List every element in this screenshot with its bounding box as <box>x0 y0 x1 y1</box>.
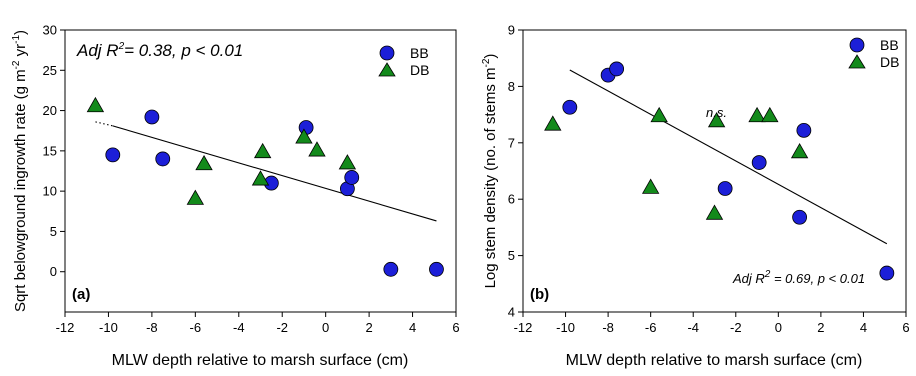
y-tick-label: 5 <box>508 248 515 263</box>
point-db <box>650 106 668 123</box>
fit-line-solid <box>569 69 888 245</box>
x-tick-label: -6 <box>645 320 657 335</box>
fit-line-solid <box>112 125 437 222</box>
data-points-a <box>86 96 444 277</box>
point-bb <box>105 147 121 163</box>
x-tick-label: 2 <box>365 320 372 335</box>
x-tick-label: -2 <box>276 320 288 335</box>
x-tick-label: -4 <box>233 320 245 335</box>
y-axis-label-a: Sqrt belowground ingrowth rate (g m-2 yr… <box>11 30 29 312</box>
point-bb <box>562 99 578 115</box>
fit-line-a <box>95 121 437 222</box>
point-bb <box>751 155 767 170</box>
y-tick-label: 9 <box>508 23 515 38</box>
point-db <box>761 106 779 123</box>
y-tick-label: 15 <box>43 143 57 158</box>
point-db <box>790 143 809 159</box>
point-db <box>707 111 726 128</box>
x-tick-label: -8 <box>146 320 158 335</box>
point-bb <box>792 209 808 225</box>
x-tick-label: -6 <box>190 320 202 335</box>
legend-label-db-b: DB <box>880 54 899 70</box>
x-tick-label: -2 <box>730 320 742 335</box>
y-tick-label: 0 <box>50 264 57 279</box>
point-db <box>641 178 660 194</box>
point-bb <box>796 122 812 138</box>
y-tick-label: 10 <box>43 184 57 199</box>
legend-marker-bb-b <box>849 37 865 53</box>
point-db <box>308 141 326 157</box>
panel-label-a: (a) <box>72 286 90 303</box>
point-db <box>705 204 724 220</box>
y-tick-label: 8 <box>508 79 515 94</box>
point-db <box>186 189 205 205</box>
y-axis-ticks-b: 4 5 6 7 8 9 <box>508 23 523 320</box>
y-tick-label: 4 <box>508 305 515 320</box>
x-axis-ticks-b: -12 -10 -8 -6 -4 -2 0 2 4 6 <box>514 312 910 335</box>
fit-annotation-a: Adj R2= 0.38, p < 0.01 <box>76 41 243 60</box>
legend-b: BB DB <box>848 37 899 70</box>
plot-area-b <box>522 29 907 313</box>
legend-marker-db-b <box>848 54 866 69</box>
panel-b: -12 -10 -8 -6 -4 -2 0 2 4 6 4 5 6 7 8 9 (b) Adj R2 = 0… <box>481 23 910 370</box>
x-tick-label: 6 <box>902 320 909 335</box>
point-bb <box>383 261 399 277</box>
fit-annotation-b: Adj R2 = 0.69, p < 0.01 <box>732 269 865 286</box>
x-tick-label: 6 <box>452 320 459 335</box>
point-db <box>195 154 213 171</box>
x-tick-label: -10 <box>99 320 118 335</box>
point-db <box>295 128 313 144</box>
x-tick-label: 2 <box>817 320 824 335</box>
y-tick-label: 25 <box>43 63 57 78</box>
point-bb <box>429 261 444 277</box>
legend-marker-db-a <box>378 62 396 77</box>
data-points-b <box>544 61 895 281</box>
x-tick-label: 4 <box>860 320 867 335</box>
legend-label-bb-a: BB <box>410 45 429 61</box>
legend-a: BB DB <box>378 45 429 78</box>
y-tick-label: 20 <box>43 103 57 118</box>
x-tick-label: -4 <box>687 320 699 335</box>
point-bb <box>155 151 171 167</box>
x-tick-label: -12 <box>56 320 75 335</box>
x-axis-label-b: MLW depth relative to marsh surface (cm) <box>566 352 863 369</box>
x-tick-label: -8 <box>602 320 614 335</box>
x-axis-label-a: MLW depth relative to marsh surface (cm) <box>112 352 409 369</box>
fit-line-dotted <box>95 121 113 127</box>
point-db <box>253 142 272 159</box>
y-tick-label: 6 <box>508 192 515 207</box>
y-axis-ticks-a: 0 5 10 15 20 25 30 <box>43 23 65 279</box>
plot-area-a <box>64 29 457 313</box>
y-tick-label: 30 <box>43 23 57 38</box>
panel-a: -12 -10 -8 -6 -4 -2 0 2 4 6 0 5 10 15 20 25 30 (a) Adj … <box>11 23 460 370</box>
point-bb <box>717 181 733 196</box>
x-tick-label: 0 <box>775 320 782 335</box>
x-tick-label: 4 <box>409 320 416 335</box>
point-db <box>251 170 270 186</box>
point-bb <box>609 61 625 77</box>
legend-label-bb-b: BB <box>880 37 899 53</box>
point-bb <box>144 109 160 125</box>
y-tick-label: 7 <box>508 135 515 150</box>
fit-line-b <box>569 69 888 245</box>
x-tick-label: -12 <box>514 320 533 335</box>
point-db <box>338 154 357 170</box>
x-tick-label: -10 <box>556 320 575 335</box>
y-tick-label: 5 <box>50 224 57 239</box>
legend-marker-bb-a <box>379 45 395 61</box>
ns-label-b: n.s. <box>706 105 727 120</box>
legend-label-db-a: DB <box>410 62 429 78</box>
point-bb <box>879 265 895 281</box>
panel-label-b: (b) <box>530 286 549 303</box>
point-db <box>544 115 562 131</box>
point-db <box>748 106 766 123</box>
x-tick-label: 0 <box>322 320 329 335</box>
point-bb <box>344 170 360 185</box>
x-axis-ticks-a: -12 -10 -8 -6 -4 -2 0 2 4 6 <box>56 312 460 335</box>
y-axis-label-b: Log stem density (no. of stems m-2) <box>481 54 499 289</box>
point-db <box>86 96 105 113</box>
